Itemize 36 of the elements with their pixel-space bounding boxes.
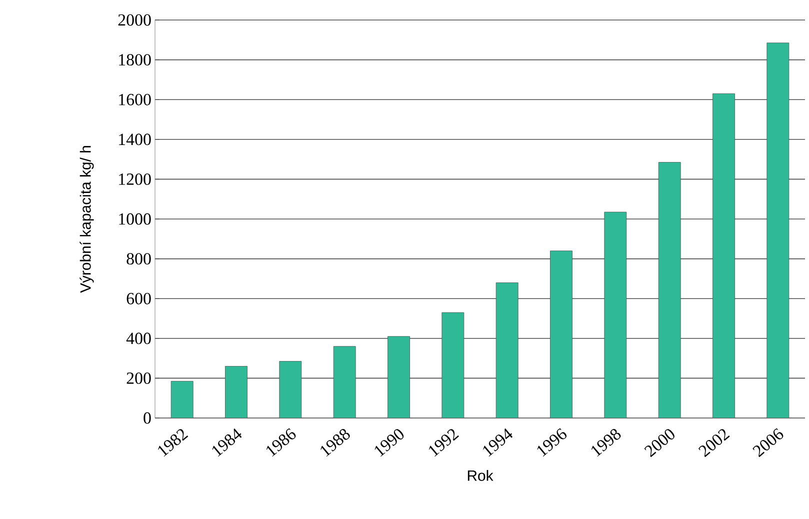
x-axis-title: Rok — [468, 470, 494, 481]
y-tick-label: 2000 — [118, 14, 151, 26]
x-tick-label: 1996 — [537, 428, 566, 457]
bar — [388, 336, 410, 418]
bar — [225, 366, 248, 418]
x-tick-label: 1988 — [320, 428, 350, 457]
y-tick-label: 200 — [126, 372, 151, 384]
x-tick-label: 1994 — [483, 428, 513, 457]
y-tick-label: 1800 — [119, 54, 151, 66]
bar — [658, 162, 681, 418]
bar — [766, 42, 790, 418]
y-tick-label: 400 — [126, 332, 151, 344]
y-tick-label: 800 — [126, 253, 151, 265]
y-tick-label: 0 — [144, 412, 151, 424]
x-tick-label: 2000 — [644, 429, 674, 458]
y-tick-label: 1400 — [119, 134, 151, 146]
bar — [604, 212, 627, 418]
x-tick-label: 1984 — [212, 428, 242, 457]
bar — [712, 93, 735, 418]
x-tick-label: 1982 — [158, 429, 188, 457]
bar — [496, 282, 518, 418]
x-tick-label: 1986 — [266, 428, 296, 457]
x-tick-label: 1998 — [591, 428, 621, 457]
y-tick-label: 1200 — [119, 173, 151, 185]
bar — [170, 380, 194, 418]
x-tick-label: 1992 — [428, 429, 459, 457]
y-tick-label: 1000 — [119, 213, 151, 225]
y-tick-label: 600 — [126, 292, 151, 304]
bar — [333, 346, 356, 418]
bar — [279, 361, 302, 418]
y-tick-label: 1600 — [119, 94, 151, 106]
bar — [550, 250, 572, 418]
x-tick-label: 1990 — [374, 429, 404, 457]
bar — [442, 312, 464, 418]
x-tick-label: 2002 — [698, 429, 730, 458]
y-axis-title: Výrobní kapacita kg/ h — [80, 146, 94, 293]
